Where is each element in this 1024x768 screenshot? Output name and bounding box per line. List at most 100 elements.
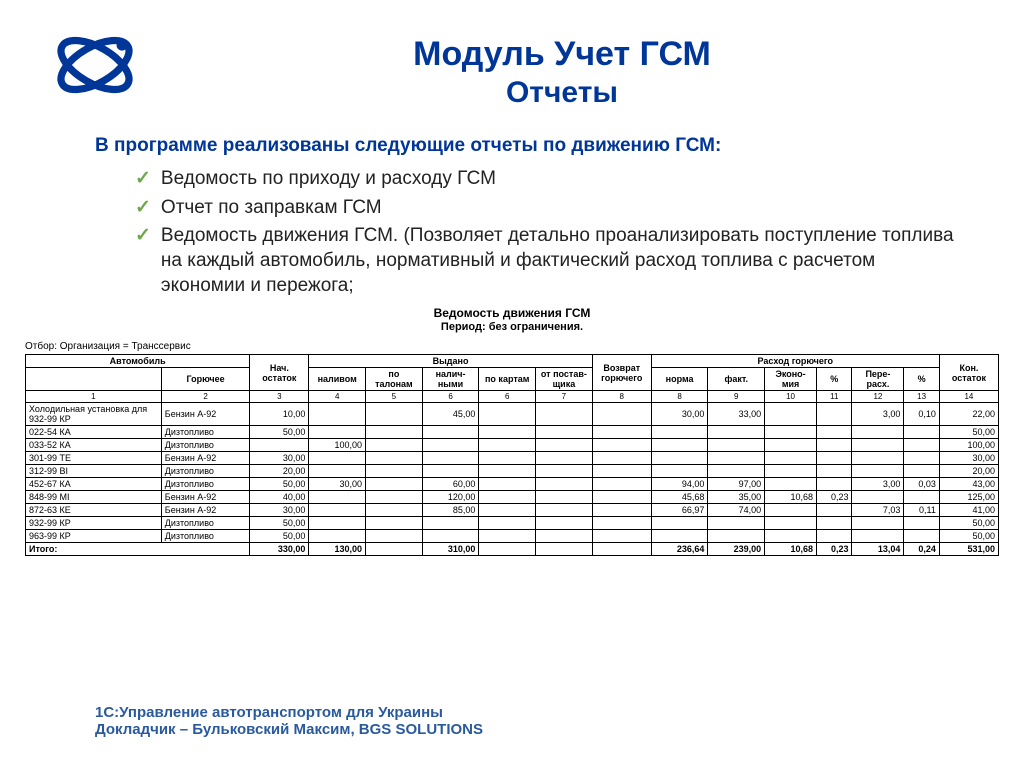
cell: 66,97 <box>651 504 708 517</box>
cell-fuel: Бензин А-92 <box>161 491 250 504</box>
cell <box>479 478 536 491</box>
cell-fuel: Бензин А-92 <box>161 452 250 465</box>
cell <box>904 426 939 439</box>
cell <box>366 504 423 517</box>
cell <box>309 504 366 517</box>
col-num: 12 <box>852 391 904 403</box>
cell <box>852 426 904 439</box>
cell: 85,00 <box>422 504 479 517</box>
cell-fuel: Дизтопливо <box>161 478 250 491</box>
col-nalivom: наливом <box>309 368 366 391</box>
cell <box>309 452 366 465</box>
cell <box>536 517 593 530</box>
cell <box>592 530 651 543</box>
cell <box>536 504 593 517</box>
cell <box>536 403 593 426</box>
col-num: 7 <box>536 391 593 403</box>
col-num: 6 <box>479 391 536 403</box>
cell: 3,00 <box>852 403 904 426</box>
cell-auto: 963-99 КР <box>26 530 162 543</box>
col-pere: Пере-расх. <box>852 368 904 391</box>
col-num: 2 <box>161 391 250 403</box>
cell <box>708 452 765 465</box>
cell: 35,00 <box>708 491 765 504</box>
check-icon: ✓ <box>135 224 151 249</box>
bullet-text: Отчет по заправкам ГСМ <box>161 196 382 221</box>
bullet-text: Ведомость движения ГСМ. (Позволяет детал… <box>161 224 964 298</box>
logo <box>50 20 140 110</box>
footer: 1С:Управление автотранспортом для Украин… <box>95 704 483 738</box>
totals-cell: 13,04 <box>852 543 904 556</box>
cell <box>536 530 593 543</box>
cell <box>536 478 593 491</box>
bullet-item: ✓Отчет по заправкам ГСМ <box>135 196 964 221</box>
col-kartam: по картам <box>479 368 536 391</box>
table-row: 848-99 МІБензин А-9240,00120,0045,6835,0… <box>26 491 999 504</box>
cell <box>765 403 817 426</box>
cell: 100,00 <box>939 439 998 452</box>
cell <box>651 439 708 452</box>
cell <box>479 491 536 504</box>
cell <box>651 452 708 465</box>
cell: 50,00 <box>939 426 998 439</box>
cell <box>422 426 479 439</box>
cell <box>479 426 536 439</box>
cell <box>817 530 852 543</box>
col-issued: Выдано <box>309 355 592 368</box>
totals-cell: 330,00 <box>250 543 309 556</box>
totals-cell: 236,64 <box>651 543 708 556</box>
cell <box>765 452 817 465</box>
col-fakt: факт. <box>708 368 765 391</box>
cell <box>479 439 536 452</box>
cell: 41,00 <box>939 504 998 517</box>
cell: 20,00 <box>939 465 998 478</box>
cell <box>592 403 651 426</box>
cell <box>536 465 593 478</box>
cell: 33,00 <box>708 403 765 426</box>
cell: 0,23 <box>817 491 852 504</box>
cell <box>765 478 817 491</box>
totals-cell <box>479 543 536 556</box>
cell <box>536 452 593 465</box>
col-nalich: налич-ными <box>422 368 479 391</box>
totals-cell <box>536 543 593 556</box>
cell <box>765 530 817 543</box>
cell <box>592 504 651 517</box>
cell <box>309 530 366 543</box>
table-row: 452-67 КАДизтопливо50,0030,0060,0094,009… <box>26 478 999 491</box>
cell-auto: 848-99 МІ <box>26 491 162 504</box>
cell <box>817 517 852 530</box>
cell-auto: 301-99 ТЕ <box>26 452 162 465</box>
cell-auto: 932-99 КР <box>26 517 162 530</box>
cell-fuel: Дизтопливо <box>161 426 250 439</box>
col-num: 9 <box>708 391 765 403</box>
cell: 120,00 <box>422 491 479 504</box>
cell: 7,03 <box>852 504 904 517</box>
bullet-text: Ведомость по приходу и расходу ГСМ <box>161 167 496 192</box>
col-num: 4 <box>309 391 366 403</box>
cell <box>366 478 423 491</box>
cell <box>592 452 651 465</box>
col-pct2: % <box>904 368 939 391</box>
cell <box>765 439 817 452</box>
title-sub: Отчеты <box>160 76 964 110</box>
cell <box>708 530 765 543</box>
bullet-item: ✓Ведомость по приходу и расходу ГСМ <box>135 167 964 192</box>
cell <box>817 439 852 452</box>
cell <box>651 465 708 478</box>
cell: 20,00 <box>250 465 309 478</box>
table-row: 872-63 КЕБензин А-9230,0085,0066,9774,00… <box>26 504 999 517</box>
col-num: 5 <box>366 391 423 403</box>
cell <box>592 439 651 452</box>
cell <box>479 517 536 530</box>
cell <box>422 465 479 478</box>
cell <box>708 465 765 478</box>
cell <box>309 517 366 530</box>
cell-auto: 022-54 КА <box>26 426 162 439</box>
cell <box>366 465 423 478</box>
col-num: 6 <box>422 391 479 403</box>
intro-text: В программе реализованы следующие отчеты… <box>95 135 964 157</box>
cell: 10,00 <box>250 403 309 426</box>
col-talon: по талонам <box>366 368 423 391</box>
col-postav: от постав-щика <box>536 368 593 391</box>
